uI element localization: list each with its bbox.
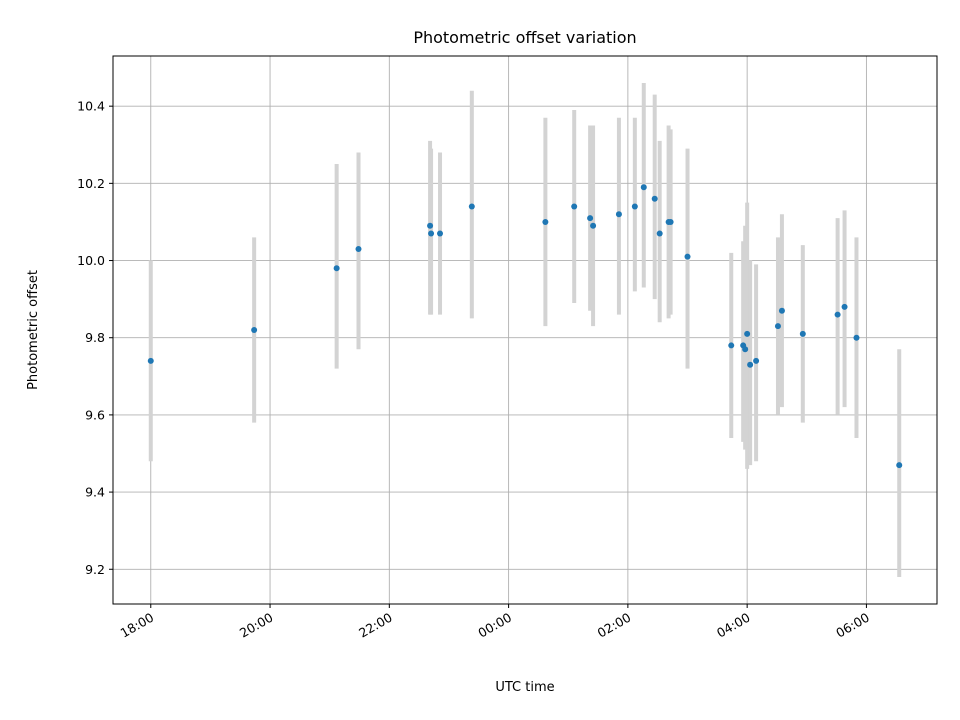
y-tick-label: 10.2 (77, 176, 105, 191)
data-point (631, 203, 638, 210)
data-point (728, 342, 735, 349)
y-tick-label: 9.4 (85, 485, 105, 500)
data-point (333, 265, 340, 272)
chart-title: Photometric offset variation (413, 28, 636, 47)
data-point (147, 357, 154, 364)
y-tick-label: 9.8 (85, 330, 105, 345)
y-axis-label: Photometric offset (26, 270, 41, 390)
data-point (753, 357, 760, 364)
data-point (651, 195, 658, 202)
data-point (667, 218, 674, 225)
data-point (587, 215, 594, 222)
data-point (656, 230, 663, 237)
data-point (896, 462, 903, 469)
plot-frame (112, 55, 938, 605)
data-point (640, 184, 647, 191)
data-point (744, 330, 751, 337)
data-point (615, 211, 622, 218)
data-point (774, 323, 781, 330)
y-axis-ticks: 9.2 9.4 9.6 9.8 10.0 10.2 10.4 (77, 99, 113, 577)
data-point (468, 203, 475, 210)
data-point (684, 253, 691, 260)
data-point (427, 222, 434, 229)
x-axis-label: UTC time (495, 680, 554, 695)
y-tick-label: 10.0 (77, 253, 105, 268)
data-point (841, 303, 848, 310)
data-point (853, 334, 860, 341)
data-point (799, 330, 806, 337)
data-point (590, 222, 597, 229)
data-point (571, 203, 578, 210)
data-point (437, 230, 444, 237)
y-tick-label: 10.4 (77, 99, 105, 114)
data-point (542, 218, 549, 225)
data-point (251, 327, 258, 333)
data-points (147, 184, 903, 469)
data-point (747, 361, 754, 368)
data-point (428, 230, 435, 237)
grid (113, 56, 937, 604)
data-point (355, 245, 362, 252)
y-tick-label: 9.6 (85, 407, 105, 422)
data-point (834, 311, 841, 318)
data-point (742, 346, 749, 353)
data-point (778, 307, 785, 314)
y-tick-label: 9.2 (85, 562, 105, 577)
